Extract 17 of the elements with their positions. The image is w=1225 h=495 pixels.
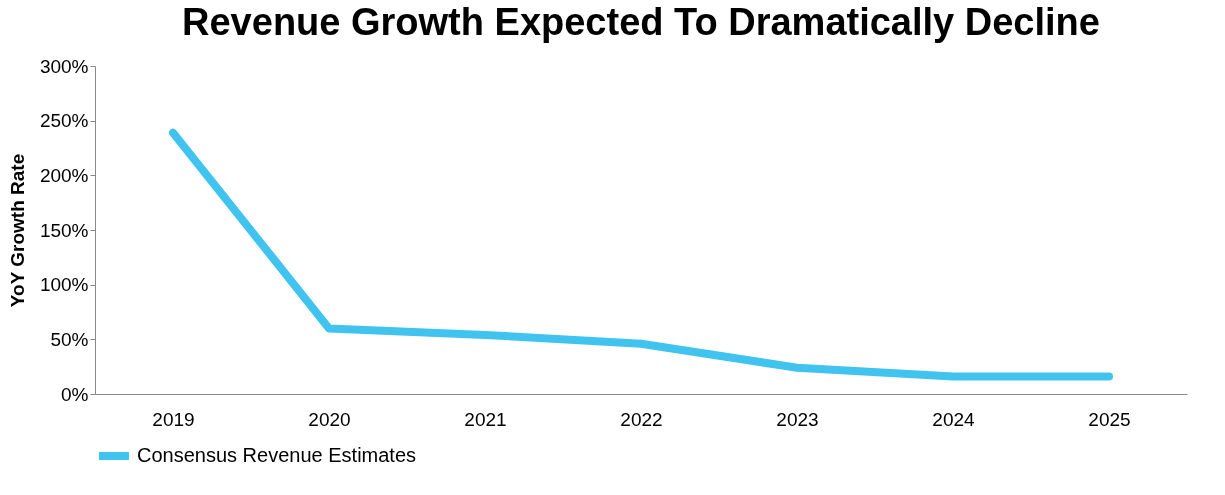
chart-title: Revenue Growth Expected To Dramatically Decline <box>182 1 1100 43</box>
y-axis-title: YoY Growth Rate <box>6 153 28 308</box>
y-tick-label: 100% <box>39 274 89 296</box>
y-tick-label: 150% <box>39 219 89 241</box>
x-tick-label: 2024 <box>932 408 976 430</box>
y-tick-label: 200% <box>39 164 89 186</box>
legend-label: Consensus Revenue Estimates <box>137 444 417 466</box>
x-tick-label: 2019 <box>152 408 195 430</box>
y-tick-label: 0% <box>61 383 89 405</box>
y-tick-label: 250% <box>39 110 89 132</box>
x-tick-label: 2023 <box>776 408 819 430</box>
x-tick-label: 2025 <box>1088 408 1131 430</box>
y-tick-label: 300% <box>39 55 89 77</box>
x-tick-label: 2020 <box>308 408 351 430</box>
y-tick-label: 50% <box>50 328 89 350</box>
x-tick-label: 2021 <box>464 408 507 430</box>
x-tick-label: 2022 <box>620 408 663 430</box>
